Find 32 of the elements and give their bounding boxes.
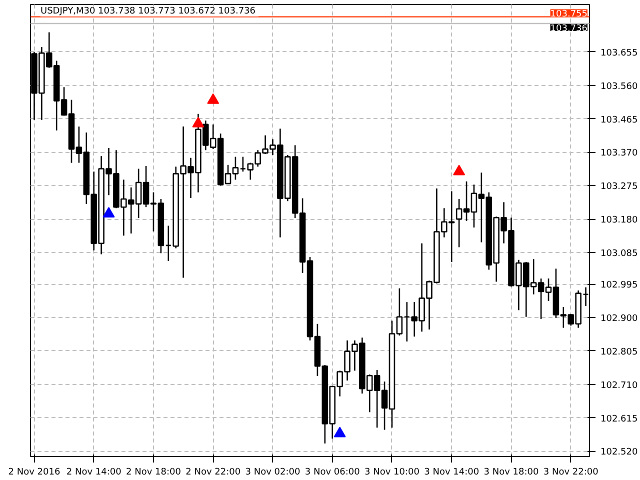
y-tick-label: 102.710 [600, 380, 638, 391]
point [192, 116, 204, 128]
point [102, 206, 115, 218]
x-tick-label: 3 Nov 06:00 [304, 468, 360, 478]
x-tick-label: 3 Nov 14:00 [424, 468, 480, 478]
y-tick-label: 102.900 [600, 314, 638, 324]
y-tick-label: 102.615 [600, 414, 638, 424]
x-tick-label: 2 Nov 18:00 [126, 468, 182, 478]
x-tick-label: 3 Nov 10:00 [364, 468, 420, 478]
point [207, 93, 220, 104]
y-tick-label: 103.275 [600, 182, 638, 192]
y-tick-label: 103.655 [600, 48, 638, 58]
point [334, 426, 346, 438]
x-tick-label: 3 Nov 18:00 [484, 468, 539, 478]
x-tick-label: 3 Nov 02:00 [245, 468, 300, 478]
y-tick-label: 102.995 [600, 280, 638, 291]
y-tick-label: 103.085 [600, 248, 638, 259]
ref-line-label: 103.736 [550, 24, 588, 34]
x-tick-label: 3 Nov 22:00 [543, 468, 599, 478]
y-tick-label: 103.180 [600, 216, 638, 226]
y-tick-label: 103.560 [600, 82, 638, 92]
x-tick-label: 2 Nov 14:00 [66, 468, 122, 478]
chart-title: USDJPY,M30 103.738 103.773 103.672 103.736 [40, 6, 256, 16]
point [453, 164, 466, 176]
candlestick [582, 286, 589, 307]
y-tick-label: 103.465 [600, 115, 638, 126]
y-tick-label: 102.520 [600, 448, 638, 458]
ref-line-label: 103.755 [550, 9, 588, 20]
x-tick-label: 2 Nov 2016 [8, 468, 60, 478]
y-tick-label: 103.370 [600, 148, 638, 159]
y-tick-label: 102.805 [600, 347, 638, 358]
x-tick-label: 2 Nov 22:00 [186, 468, 241, 478]
